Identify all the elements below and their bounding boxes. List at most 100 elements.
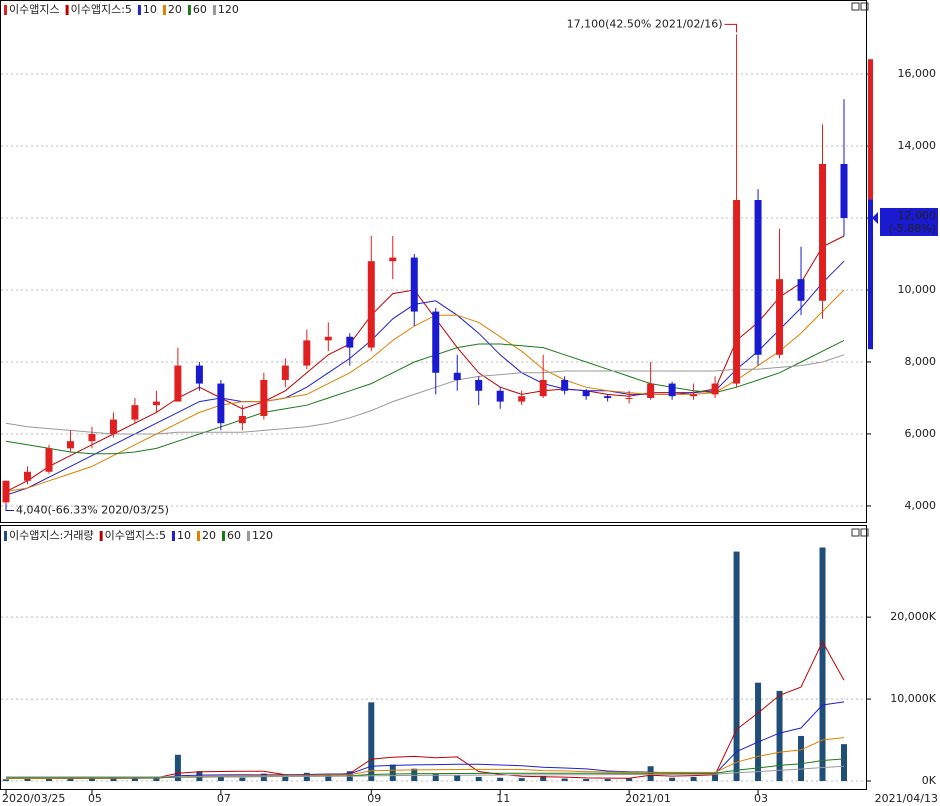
candle-body (625, 397, 633, 399)
candle-body (389, 257, 397, 262)
volume-bar (131, 778, 138, 781)
moving-average-line (6, 640, 845, 779)
volume-bar (325, 775, 332, 781)
moving-average-line (5, 289, 845, 493)
candle-body (281, 365, 289, 380)
last-price-box (880, 207, 938, 236)
volume-bar (411, 768, 418, 781)
legend-swatch (171, 531, 175, 541)
moving-average-line (5, 235, 845, 493)
panel-button[interactable] (851, 528, 860, 537)
x-end-label: 2021/04/13 (875, 792, 938, 805)
candle-body (518, 396, 526, 402)
volume-bar (776, 690, 783, 781)
candle-body (496, 390, 504, 402)
candle-body (131, 405, 139, 420)
volume-bar (733, 551, 740, 781)
legend-label: 이수앱지스:5 (71, 3, 132, 16)
legend-label: 120 (252, 529, 273, 542)
candle-body (45, 448, 53, 472)
panel-button[interactable] (860, 2, 869, 11)
x-tick-label: 07 (217, 792, 231, 805)
annotation-arrow (5, 504, 14, 512)
candle-body (453, 372, 461, 380)
volume-bar (432, 773, 439, 781)
candle-body (195, 365, 203, 384)
legend-label: 10 (143, 3, 157, 16)
candle-body (539, 379, 547, 397)
volume-bar (454, 775, 461, 781)
legend-label: 이수앱지스 (9, 3, 60, 16)
volume-bar (389, 764, 396, 781)
volume-bar (669, 777, 676, 781)
y-tick-label: 16,000 (898, 67, 937, 80)
volume-bar (475, 776, 482, 781)
candle-body (819, 163, 827, 301)
legend-swatch (187, 5, 191, 15)
last-price-marker (872, 211, 878, 224)
y-tick-label: 14,000 (898, 139, 937, 152)
moving-average-line (5, 354, 845, 435)
candle-body (604, 396, 612, 398)
candle-body (754, 199, 762, 355)
x-tick-label: 03 (754, 792, 768, 805)
candle-body (23, 471, 31, 481)
volume-bar (755, 682, 762, 781)
candle-body (840, 163, 848, 218)
legend-swatch (99, 531, 103, 541)
legend-swatch (196, 531, 200, 541)
y-tick-label: 10,000 (898, 283, 937, 296)
candle-body (260, 379, 268, 416)
panel-button[interactable] (860, 528, 869, 537)
volume-bar (239, 777, 246, 781)
candle-body (797, 279, 805, 301)
legend-label: 이수앱지스:5 (105, 529, 166, 542)
volume-bar (841, 744, 847, 781)
x-tick-label: 05 (88, 792, 102, 805)
x-tick-label: 2021/01 (625, 792, 671, 805)
candle-body (432, 311, 440, 373)
candle-body (367, 261, 375, 348)
candle-body (152, 401, 160, 406)
legend-swatch (65, 5, 69, 15)
volume-bar (88, 778, 95, 781)
candle-body (217, 383, 225, 424)
legend-label: 20 (168, 3, 182, 16)
candle-body (109, 419, 117, 434)
moving-average-line (5, 260, 845, 496)
volume-bar (540, 776, 547, 781)
price-panel (0, 0, 867, 523)
legend-label: 60 (227, 529, 241, 542)
high-annotation: 17,100(42.50% 2021/02/16) (567, 17, 723, 30)
candle-body (238, 415, 246, 424)
annotation-arrow (724, 23, 738, 33)
volume-bar (604, 778, 611, 781)
volume-bar (282, 774, 289, 781)
volume-panel (0, 525, 867, 790)
last-price-label: 12,000 (898, 209, 937, 222)
candle-body (410, 257, 418, 312)
candle-body (303, 340, 311, 366)
volume-bar (153, 776, 160, 781)
legend-swatch (221, 531, 225, 541)
candle-body (647, 383, 655, 398)
candle-body (711, 383, 719, 395)
legend-swatch (137, 5, 141, 15)
candle-body (346, 336, 354, 348)
x-tick-label: 09 (367, 792, 381, 805)
legend-label: 이수앱지스:거래량 (9, 529, 94, 542)
volume-bar (583, 778, 590, 781)
x-tick-label: 11 (496, 792, 510, 805)
last-price-change: (-5.88%) (889, 222, 937, 235)
candle-body (561, 379, 569, 391)
low-annotation: 4,040(-66.33% 2020/03/25) (16, 504, 169, 517)
volume-bar (798, 735, 805, 781)
volume-bar (368, 702, 375, 781)
candle-body (776, 279, 784, 355)
legend-label: 60 (193, 3, 207, 16)
volume-bar (626, 778, 633, 781)
volume-bar (174, 754, 181, 781)
legend-swatch (246, 531, 250, 541)
panel-button[interactable] (851, 2, 860, 11)
